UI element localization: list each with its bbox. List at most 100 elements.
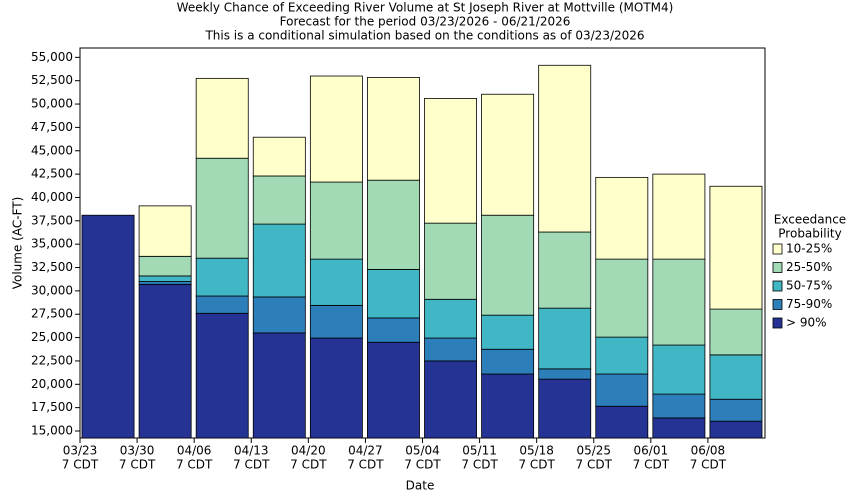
- bar-segment: [367, 77, 420, 181]
- bar-segment: [481, 214, 535, 316]
- legend-swatch: [772, 243, 783, 255]
- chart-subtitle: This is a conditional simulation based o…: [204, 29, 644, 43]
- bar-segment: [424, 222, 477, 300]
- bar-segment: [709, 308, 763, 356]
- bar-segment: [709, 185, 763, 310]
- bar-segment: [424, 360, 477, 439]
- bar-segment: [595, 405, 649, 439]
- bar-segment: [367, 341, 420, 439]
- bar-segment: [195, 257, 249, 297]
- bar-segment: [252, 175, 306, 225]
- y-tick-label: 40,000: [31, 190, 73, 204]
- bar-segment: [595, 373, 649, 407]
- x-tick-label: 05/18: [519, 444, 554, 458]
- x-tick-label: 03/30: [120, 444, 155, 458]
- x-tick-label: 04/20: [291, 444, 326, 458]
- bar-segment: [538, 307, 592, 370]
- bar-segment: [424, 98, 477, 224]
- x-tick-label: 05/11: [462, 444, 497, 458]
- bar-segment: [309, 181, 363, 260]
- x-tick-sublabel: 7 CDT: [404, 458, 441, 472]
- bar-segment: [538, 378, 592, 439]
- x-tick-sublabel: 7 CDT: [690, 458, 727, 472]
- y-axis-label: Volume (AC-FT): [11, 197, 25, 290]
- y-tick-label: 15,000: [31, 423, 73, 437]
- bar-segment: [652, 417, 706, 439]
- bar-segment: [652, 393, 706, 419]
- x-tick-label: 06/01: [634, 444, 669, 458]
- bar-segment: [252, 332, 306, 439]
- bar-segment: [709, 398, 763, 422]
- legend-label: 25-50%: [786, 260, 832, 274]
- bar-segment: [538, 64, 592, 233]
- bar-segment: [709, 354, 763, 400]
- bar-segment: [424, 337, 477, 362]
- y-tick-label: 52,500: [31, 73, 73, 87]
- bar-segment: [538, 368, 592, 380]
- bar-segment: [195, 77, 249, 159]
- y-tick-label: 50,000: [31, 97, 73, 111]
- legend-label: > 90%: [786, 316, 827, 330]
- chart-title: Weekly Chance of Exceeding River Volume …: [177, 1, 674, 15]
- bar-segment: [538, 231, 592, 309]
- bar-segment: [367, 179, 420, 270]
- legend-label: 10-25%: [786, 242, 832, 256]
- x-tick-sublabel: 7 CDT: [62, 458, 99, 472]
- y-tick-label: 55,000: [31, 50, 73, 64]
- legend-label: 50-75%: [786, 279, 832, 293]
- x-tick-label: 06/08: [691, 444, 726, 458]
- bar-segment: [138, 255, 192, 277]
- chart-subtitle: Forecast for the period 03/23/2026 - 06/…: [280, 15, 571, 29]
- bar-segment: [424, 298, 477, 339]
- bar-segment: [309, 337, 363, 439]
- bar-segment: [138, 205, 192, 257]
- bar-segment: [252, 136, 306, 177]
- x-tick-sublabel: 7 CDT: [633, 458, 670, 472]
- y-tick-label: 47,500: [31, 120, 73, 134]
- bar-segment: [481, 93, 535, 216]
- x-tick-label: 04/06: [177, 444, 212, 458]
- y-tick-label: 27,500: [31, 307, 73, 321]
- bar-segment: [595, 176, 649, 260]
- legend-swatch: [772, 299, 783, 310]
- x-tick-sublabel: 7 CDT: [518, 458, 555, 472]
- bar-segment: [195, 157, 249, 259]
- x-tick-sublabel: 7 CDT: [461, 458, 498, 472]
- y-tick-label: 32,500: [31, 260, 73, 274]
- legend-title: Probability: [778, 227, 841, 241]
- bar-segment: [481, 373, 535, 439]
- bar-segment: [367, 268, 420, 319]
- legend-swatch: [772, 280, 783, 292]
- y-tick-label: 37,500: [31, 213, 73, 227]
- bar-segment: [595, 258, 649, 338]
- x-tick-sublabel: 7 CDT: [576, 458, 613, 472]
- bar-segment: [195, 312, 249, 439]
- y-tick-label: 17,500: [31, 400, 73, 414]
- x-tick-label: 04/13: [234, 444, 269, 458]
- bar-segment: [252, 296, 306, 334]
- y-tick-label: 25,000: [31, 330, 73, 344]
- x-tick-label: 03/23: [63, 444, 98, 458]
- bar-segment: [595, 336, 649, 375]
- y-tick-label: 35,000: [31, 237, 73, 251]
- x-tick-sublabel: 7 CDT: [119, 458, 156, 472]
- bar-segment: [309, 258, 363, 306]
- y-tick-label: 30,000: [31, 283, 73, 297]
- bar-segment: [709, 420, 763, 439]
- y-tick-label: 45,000: [31, 143, 73, 157]
- bar-segment: [367, 317, 420, 343]
- bar-segment: [138, 283, 192, 439]
- y-tick-label: 22,500: [31, 353, 73, 367]
- y-tick-label: 20,000: [31, 377, 73, 391]
- x-tick-sublabel: 7 CDT: [290, 458, 327, 472]
- bar-segment: [138, 281, 192, 285]
- legend-swatch: [772, 262, 783, 273]
- bar-segment: [252, 223, 306, 298]
- legend-title: Exceedance: [774, 213, 846, 227]
- y-tick-label: 42,500: [31, 167, 73, 181]
- x-tick-label: 04/27: [348, 444, 383, 458]
- bar-segment: [138, 275, 192, 282]
- bar-segment: [309, 304, 363, 339]
- bar-segment: [81, 214, 135, 439]
